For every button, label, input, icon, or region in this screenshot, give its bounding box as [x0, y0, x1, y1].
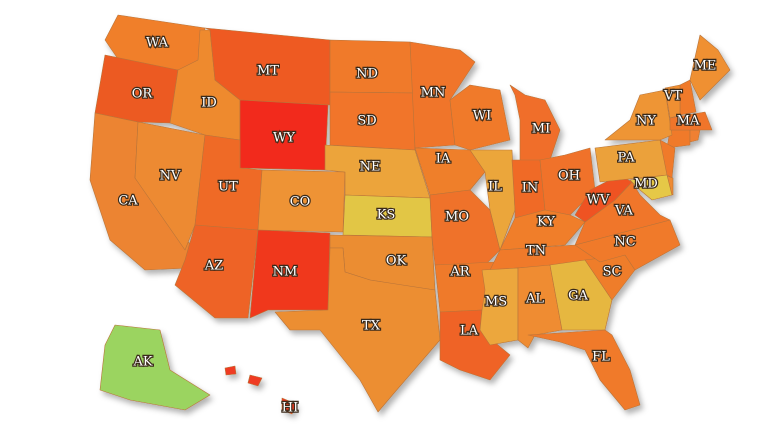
state-label: TN	[526, 244, 546, 259]
state-label: MN	[421, 86, 446, 101]
state-label: CO	[290, 195, 311, 210]
state-shape	[449, 84, 511, 151]
state-label: TX	[362, 319, 381, 334]
state-label: NY	[636, 114, 656, 129]
state-label: OK	[386, 254, 407, 269]
state-shape	[429, 189, 501, 266]
state-label: HI	[282, 401, 298, 416]
state-label: IN	[522, 181, 539, 196]
state-label: WV	[587, 193, 610, 208]
state-label: UT	[218, 180, 238, 195]
state-label: AL	[525, 292, 544, 307]
state-label: MO	[445, 210, 469, 225]
state-label: ME	[694, 59, 717, 74]
state-label: MS	[485, 295, 507, 310]
state-label: PA	[618, 151, 636, 166]
state-shape	[664, 84, 681, 119]
state-shape	[604, 89, 673, 141]
state-label: OR	[132, 87, 154, 102]
state-label: WY	[273, 131, 295, 146]
state-shape	[94, 54, 179, 124]
state-label: WA	[146, 36, 169, 51]
state-label: NC	[614, 235, 635, 250]
state-shape	[249, 229, 331, 319]
state-label: SD	[357, 114, 376, 129]
state-shape	[224, 365, 297, 415]
state-label: NE	[360, 160, 381, 175]
state-label: NV	[160, 169, 181, 184]
state-shape	[134, 121, 206, 251]
state-label: MD	[634, 177, 658, 192]
state-label: KY	[537, 215, 555, 230]
state-label: VT	[663, 89, 682, 104]
state-ri	[689, 129, 701, 143]
state-label: SC	[603, 265, 622, 280]
state-label: IL	[488, 180, 502, 195]
state-shape	[629, 174, 673, 201]
state-label: VA	[614, 204, 634, 219]
state-label: AK	[132, 355, 152, 370]
state-shape	[669, 111, 713, 131]
state-label: AZ	[204, 259, 223, 274]
state-label: ND	[356, 67, 378, 82]
state-shapes	[89, 14, 731, 415]
state-labels: WA OR CA NV ID MT WY UT CO AZ NM ND SD NE KS OK TX MN IA MO…	[117, 34, 717, 416]
state-label: NM	[273, 265, 298, 280]
state-label: MA	[677, 114, 700, 129]
state-shape	[689, 34, 731, 101]
state-label: AR	[449, 265, 470, 280]
state-label: GA	[568, 289, 588, 304]
state-label: IA	[436, 152, 451, 167]
state-shape	[527, 329, 641, 411]
state-label: OH	[558, 169, 580, 184]
state-label: MI	[532, 122, 550, 137]
state-shape	[99, 324, 211, 411]
state-label: MT	[257, 64, 279, 79]
state-label: CA	[118, 194, 138, 209]
state-label: FL	[592, 350, 610, 365]
state-shape	[414, 147, 486, 196]
state-label: KS	[377, 208, 396, 223]
state-label: ID	[201, 96, 217, 111]
state-shape	[274, 247, 441, 413]
state-shape	[574, 177, 633, 223]
state-label: WI	[473, 109, 492, 124]
state-label: LA	[460, 324, 479, 339]
